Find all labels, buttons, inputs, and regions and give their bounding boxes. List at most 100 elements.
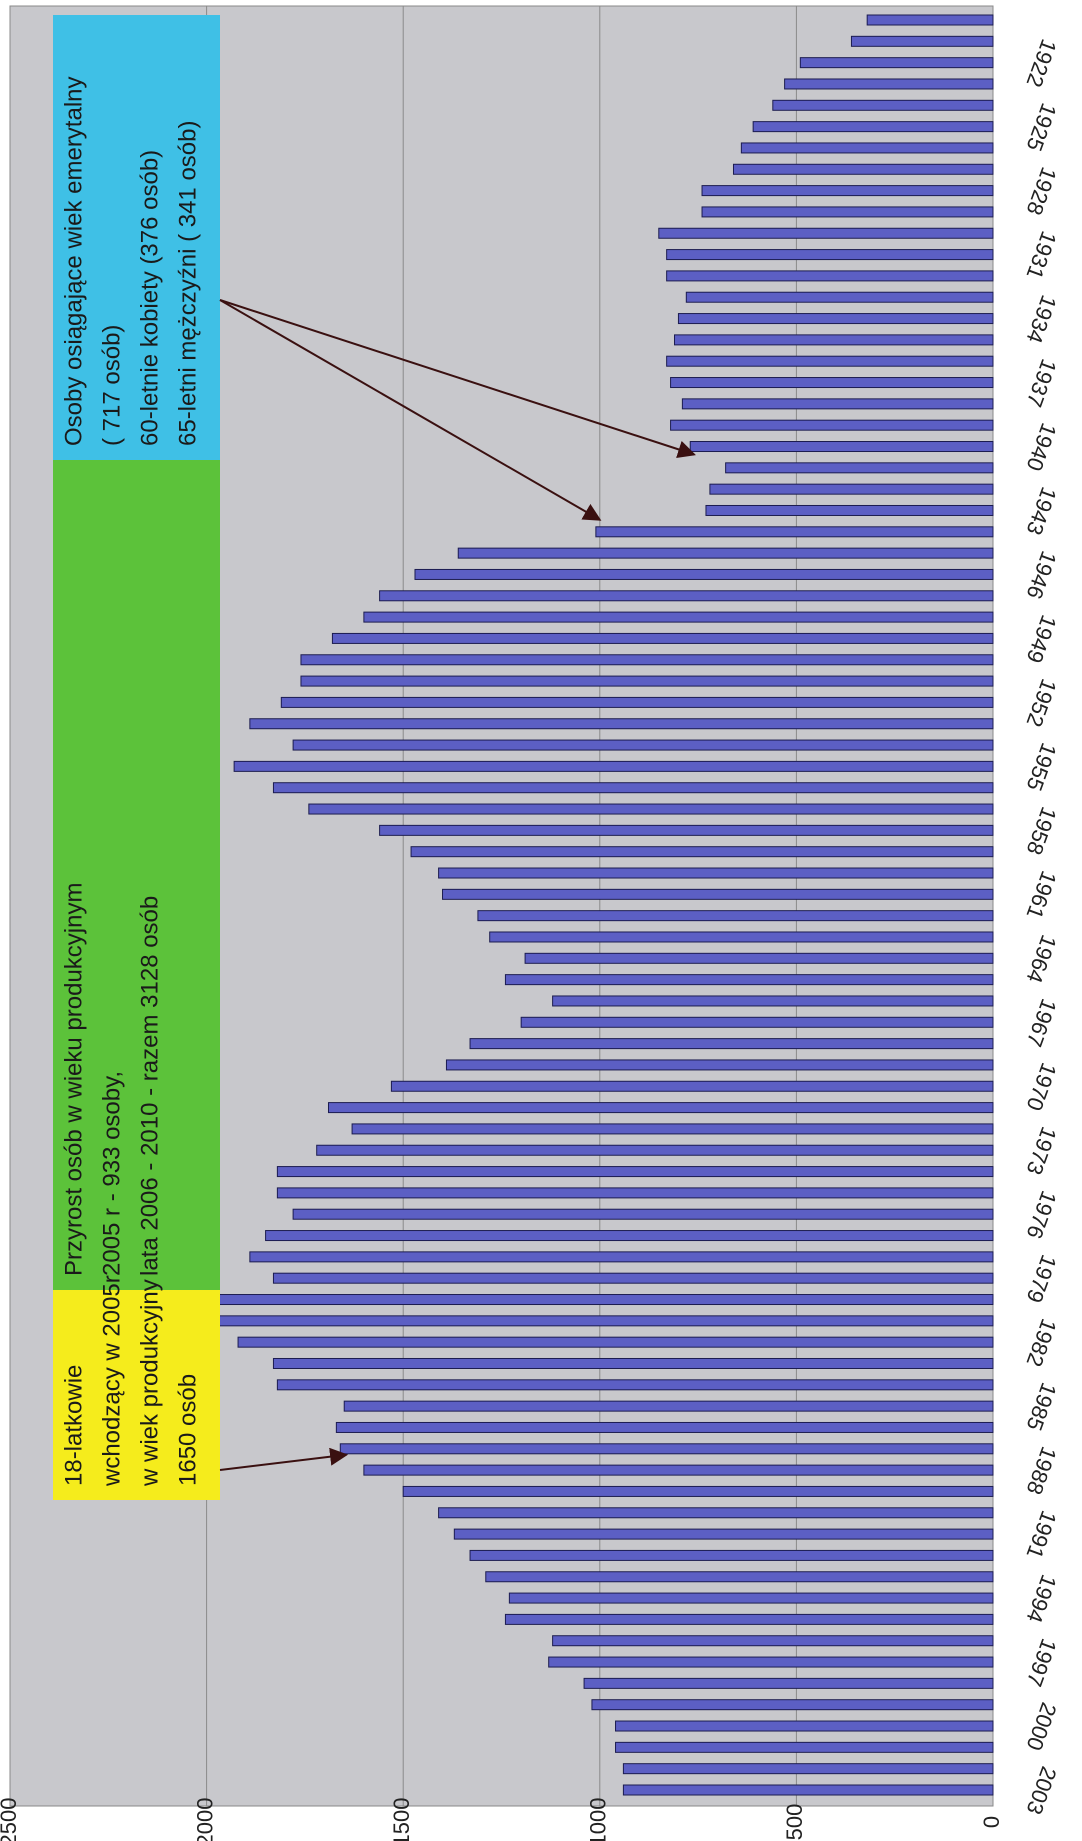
y-tick-label: 1955 bbox=[1021, 740, 1061, 795]
bar bbox=[670, 377, 994, 389]
bar bbox=[552, 995, 994, 1007]
bar bbox=[292, 739, 994, 751]
y-tick-label: 1976 bbox=[1021, 1188, 1061, 1243]
bar bbox=[265, 1230, 994, 1242]
bar bbox=[453, 1528, 994, 1540]
bar bbox=[709, 483, 994, 495]
bar bbox=[548, 1656, 994, 1668]
bar bbox=[666, 270, 994, 282]
y-tick-label: 1961 bbox=[1021, 868, 1061, 923]
bar bbox=[280, 696, 994, 708]
bar bbox=[276, 1379, 994, 1391]
bar bbox=[438, 867, 994, 879]
bar bbox=[390, 1080, 994, 1092]
annotation-box bbox=[53, 460, 220, 1290]
x-tick-label: 1500 bbox=[389, 1798, 414, 1841]
y-tick-label: 1949 bbox=[1021, 612, 1061, 667]
y-tick-label: 1925 bbox=[1021, 100, 1061, 155]
bar bbox=[591, 1699, 994, 1711]
bar bbox=[689, 441, 994, 453]
y-tick-label: 1964 bbox=[1021, 932, 1061, 987]
bar bbox=[292, 1208, 994, 1220]
y-tick-label: 1985 bbox=[1021, 1379, 1061, 1434]
x-tick-label: 500 bbox=[782, 1804, 807, 1841]
bar bbox=[300, 675, 994, 687]
arrow bbox=[219, 299, 696, 459]
bar bbox=[674, 334, 994, 346]
bar bbox=[316, 1144, 994, 1156]
bar bbox=[469, 1038, 994, 1050]
y-tick-label: 1946 bbox=[1021, 548, 1061, 603]
bar bbox=[740, 142, 994, 154]
y-tick-label: 1997 bbox=[1021, 1635, 1061, 1690]
bar bbox=[379, 824, 994, 836]
bar bbox=[276, 1166, 994, 1178]
bar bbox=[272, 782, 994, 794]
x-tick-label: 0 bbox=[979, 1816, 1004, 1828]
bar bbox=[705, 504, 994, 516]
bar bbox=[363, 1464, 994, 1476]
bar bbox=[524, 952, 994, 964]
bar bbox=[339, 1443, 994, 1455]
bar bbox=[850, 35, 994, 47]
bar bbox=[685, 291, 994, 303]
bar bbox=[520, 1016, 994, 1028]
y-tick-label: 1952 bbox=[1021, 676, 1061, 731]
bar bbox=[249, 718, 994, 730]
bar bbox=[343, 1400, 994, 1412]
x-tick-label: 2000 bbox=[192, 1798, 217, 1841]
bar bbox=[402, 1485, 994, 1497]
bar bbox=[622, 1784, 994, 1796]
annotation-text: w wiek produkcyjny bbox=[136, 1279, 163, 1487]
y-tick-label: 2000 bbox=[1021, 1699, 1061, 1754]
bar bbox=[414, 568, 994, 580]
bar bbox=[799, 57, 994, 69]
y-tick-label: 1943 bbox=[1021, 484, 1061, 539]
y-tick-label: 1991 bbox=[1021, 1507, 1061, 1562]
y-tick-label: 1979 bbox=[1021, 1251, 1061, 1306]
y-tick-label: 1970 bbox=[1021, 1060, 1061, 1115]
bar bbox=[249, 1251, 994, 1263]
bar bbox=[701, 206, 994, 218]
bar bbox=[237, 1336, 994, 1348]
y-tick-label: 1934 bbox=[1021, 292, 1061, 347]
bar bbox=[308, 803, 994, 815]
bar bbox=[670, 419, 994, 431]
y-tick-label: 2003 bbox=[1021, 1763, 1061, 1818]
bar bbox=[300, 654, 994, 666]
annotation-box bbox=[53, 15, 220, 460]
bar bbox=[363, 611, 994, 623]
bar bbox=[701, 185, 994, 197]
y-tick-label: 1973 bbox=[1021, 1124, 1061, 1179]
bar bbox=[445, 1059, 994, 1071]
bar bbox=[622, 1763, 994, 1775]
y-tick-label: 1988 bbox=[1021, 1443, 1061, 1498]
bar bbox=[272, 1272, 994, 1284]
bar bbox=[732, 163, 994, 175]
bar bbox=[331, 632, 994, 644]
annotation-text: Osoby osiągające wiek emerytalny bbox=[60, 76, 87, 446]
bar bbox=[233, 760, 994, 772]
annotation-text: 60-letnie kobiety (376 osób) bbox=[136, 150, 163, 446]
y-tick-label: 1940 bbox=[1021, 420, 1061, 475]
bar bbox=[351, 1123, 994, 1135]
bar bbox=[379, 590, 994, 602]
y-tick-label: 1958 bbox=[1021, 804, 1061, 859]
y-tick-label: 1967 bbox=[1021, 996, 1061, 1051]
arrow bbox=[219, 1447, 349, 1471]
bar bbox=[504, 1613, 994, 1625]
bar bbox=[327, 1102, 994, 1114]
bar bbox=[508, 1592, 994, 1604]
bar bbox=[666, 249, 994, 261]
y-tick-label: 1922 bbox=[1021, 36, 1061, 91]
bar bbox=[477, 910, 994, 922]
annotation-text: ( 717 osób) bbox=[98, 325, 125, 446]
bar bbox=[206, 1294, 994, 1306]
bar bbox=[615, 1720, 994, 1732]
y-tick-label: 1994 bbox=[1021, 1571, 1061, 1626]
annotation-box bbox=[53, 1290, 220, 1500]
arrow bbox=[219, 299, 602, 521]
y-tick-label: 1931 bbox=[1021, 228, 1061, 283]
bar bbox=[210, 1315, 994, 1327]
